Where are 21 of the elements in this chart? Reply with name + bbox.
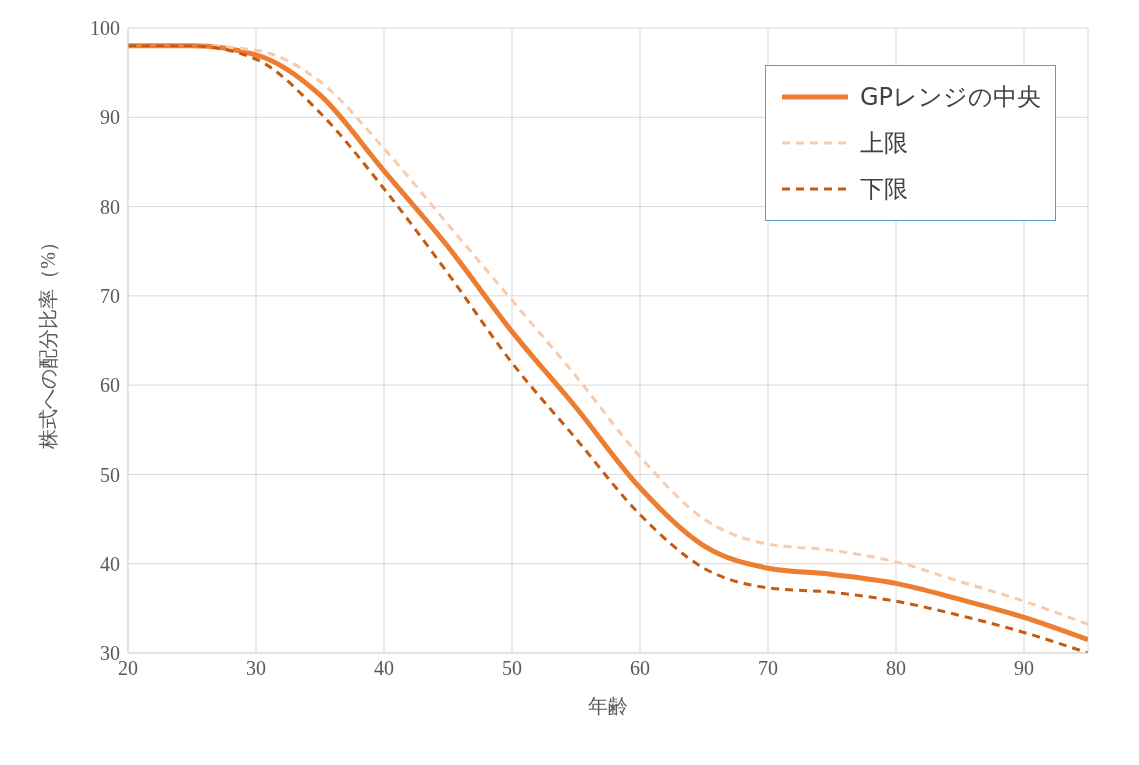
y-tick-label: 80 [100, 195, 120, 218]
x-tick-label: 70 [758, 657, 778, 680]
legend-label: 上限 [859, 128, 908, 159]
x-tick-label: 50 [502, 657, 522, 680]
y-tick-label: 100 [90, 17, 120, 40]
y-tick-label: 90 [100, 106, 120, 129]
y-tick-label: 40 [100, 552, 120, 575]
x-axis-title: 年齢 [588, 695, 628, 717]
y-axis-title: 株式への配分比率（%） [37, 232, 60, 450]
y-tick-label: 50 [100, 463, 120, 486]
x-tick-label: 30 [246, 657, 266, 680]
legend-label: GPレンジの中央 [859, 82, 1041, 113]
y-tick-label: 30 [100, 642, 120, 665]
y-tick-label: 70 [100, 284, 120, 307]
legend-label: 下限 [859, 174, 908, 205]
x-tick-label: 90 [1014, 657, 1034, 680]
x-tick-label: 20 [118, 657, 138, 680]
x-tick-label: 40 [374, 657, 394, 680]
x-tick-label: 60 [630, 657, 650, 680]
y-tick-label: 60 [100, 374, 120, 397]
x-tick-label: 80 [886, 657, 906, 680]
